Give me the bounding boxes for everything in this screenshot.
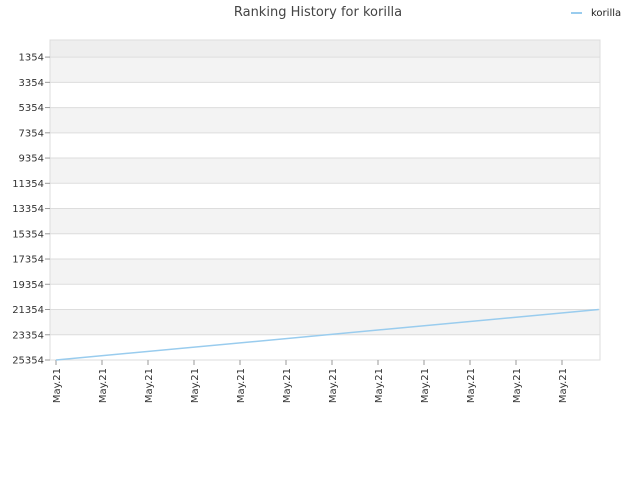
plot-band <box>50 82 600 108</box>
y-tick-label: 3354 <box>19 78 44 89</box>
legend-label-korilla: korilla <box>591 8 621 19</box>
plot-band <box>50 309 600 335</box>
plot-band <box>50 233 600 260</box>
y-tick-label: 7354 <box>19 128 44 139</box>
chart-title: Ranking History for korilla <box>234 5 402 20</box>
x-tick-label: May.21 <box>282 368 293 403</box>
plot-band <box>50 284 600 310</box>
plot-band <box>50 132 600 159</box>
y-tick-label: 15354 <box>12 229 44 240</box>
plot-band <box>50 259 600 285</box>
x-tick-label: May.21 <box>420 368 431 403</box>
x-tick-label: May.21 <box>98 368 109 403</box>
y-tick-label: 17354 <box>12 255 44 266</box>
y-tick-label: 1354 <box>19 53 44 64</box>
plot-band <box>50 334 600 360</box>
plot-band <box>50 107 600 133</box>
x-tick-label: May.21 <box>512 368 523 403</box>
y-tick-label: 9354 <box>19 154 44 165</box>
y-axis: 1354 3354 5354 7354 9354 11354 13354 15354 17354… <box>12 53 50 367</box>
x-tick-label: May.21 <box>558 368 569 403</box>
x-tick-label: May.21 <box>466 368 477 403</box>
x-tick-label: May.21 <box>144 368 155 403</box>
plot-band <box>50 40 600 58</box>
x-tick-label: May.21 <box>52 368 63 403</box>
series-lines <box>55 308 599 361</box>
plot-band <box>50 57 600 83</box>
x-tick-label: May.21 <box>190 368 201 403</box>
x-axis: May.21 May.21 May.21 May.21 May.21 May.21 May.… <box>52 360 569 403</box>
plot-band <box>50 183 600 209</box>
plot-area-border <box>49 39 601 361</box>
y-tick-label: 5354 <box>19 103 44 114</box>
x-tick-label: May.21 <box>374 368 385 403</box>
x-tick-label: May.21 <box>328 368 339 403</box>
y-tick-label: 21354 <box>12 305 44 316</box>
y-tick-label: 25354 <box>12 356 44 367</box>
y-tick-label: 11354 <box>12 179 44 190</box>
y-tick-label: 13354 <box>12 204 44 215</box>
series-line-korilla <box>55 308 599 361</box>
y-tick-label: 23354 <box>12 330 44 341</box>
y-tick-label: 19354 <box>12 280 44 291</box>
plot-band <box>50 158 600 184</box>
x-tick-label: May.21 <box>236 368 247 403</box>
plot-band <box>50 208 600 234</box>
plot-bands <box>50 40 600 360</box>
legend: korilla <box>571 8 621 19</box>
